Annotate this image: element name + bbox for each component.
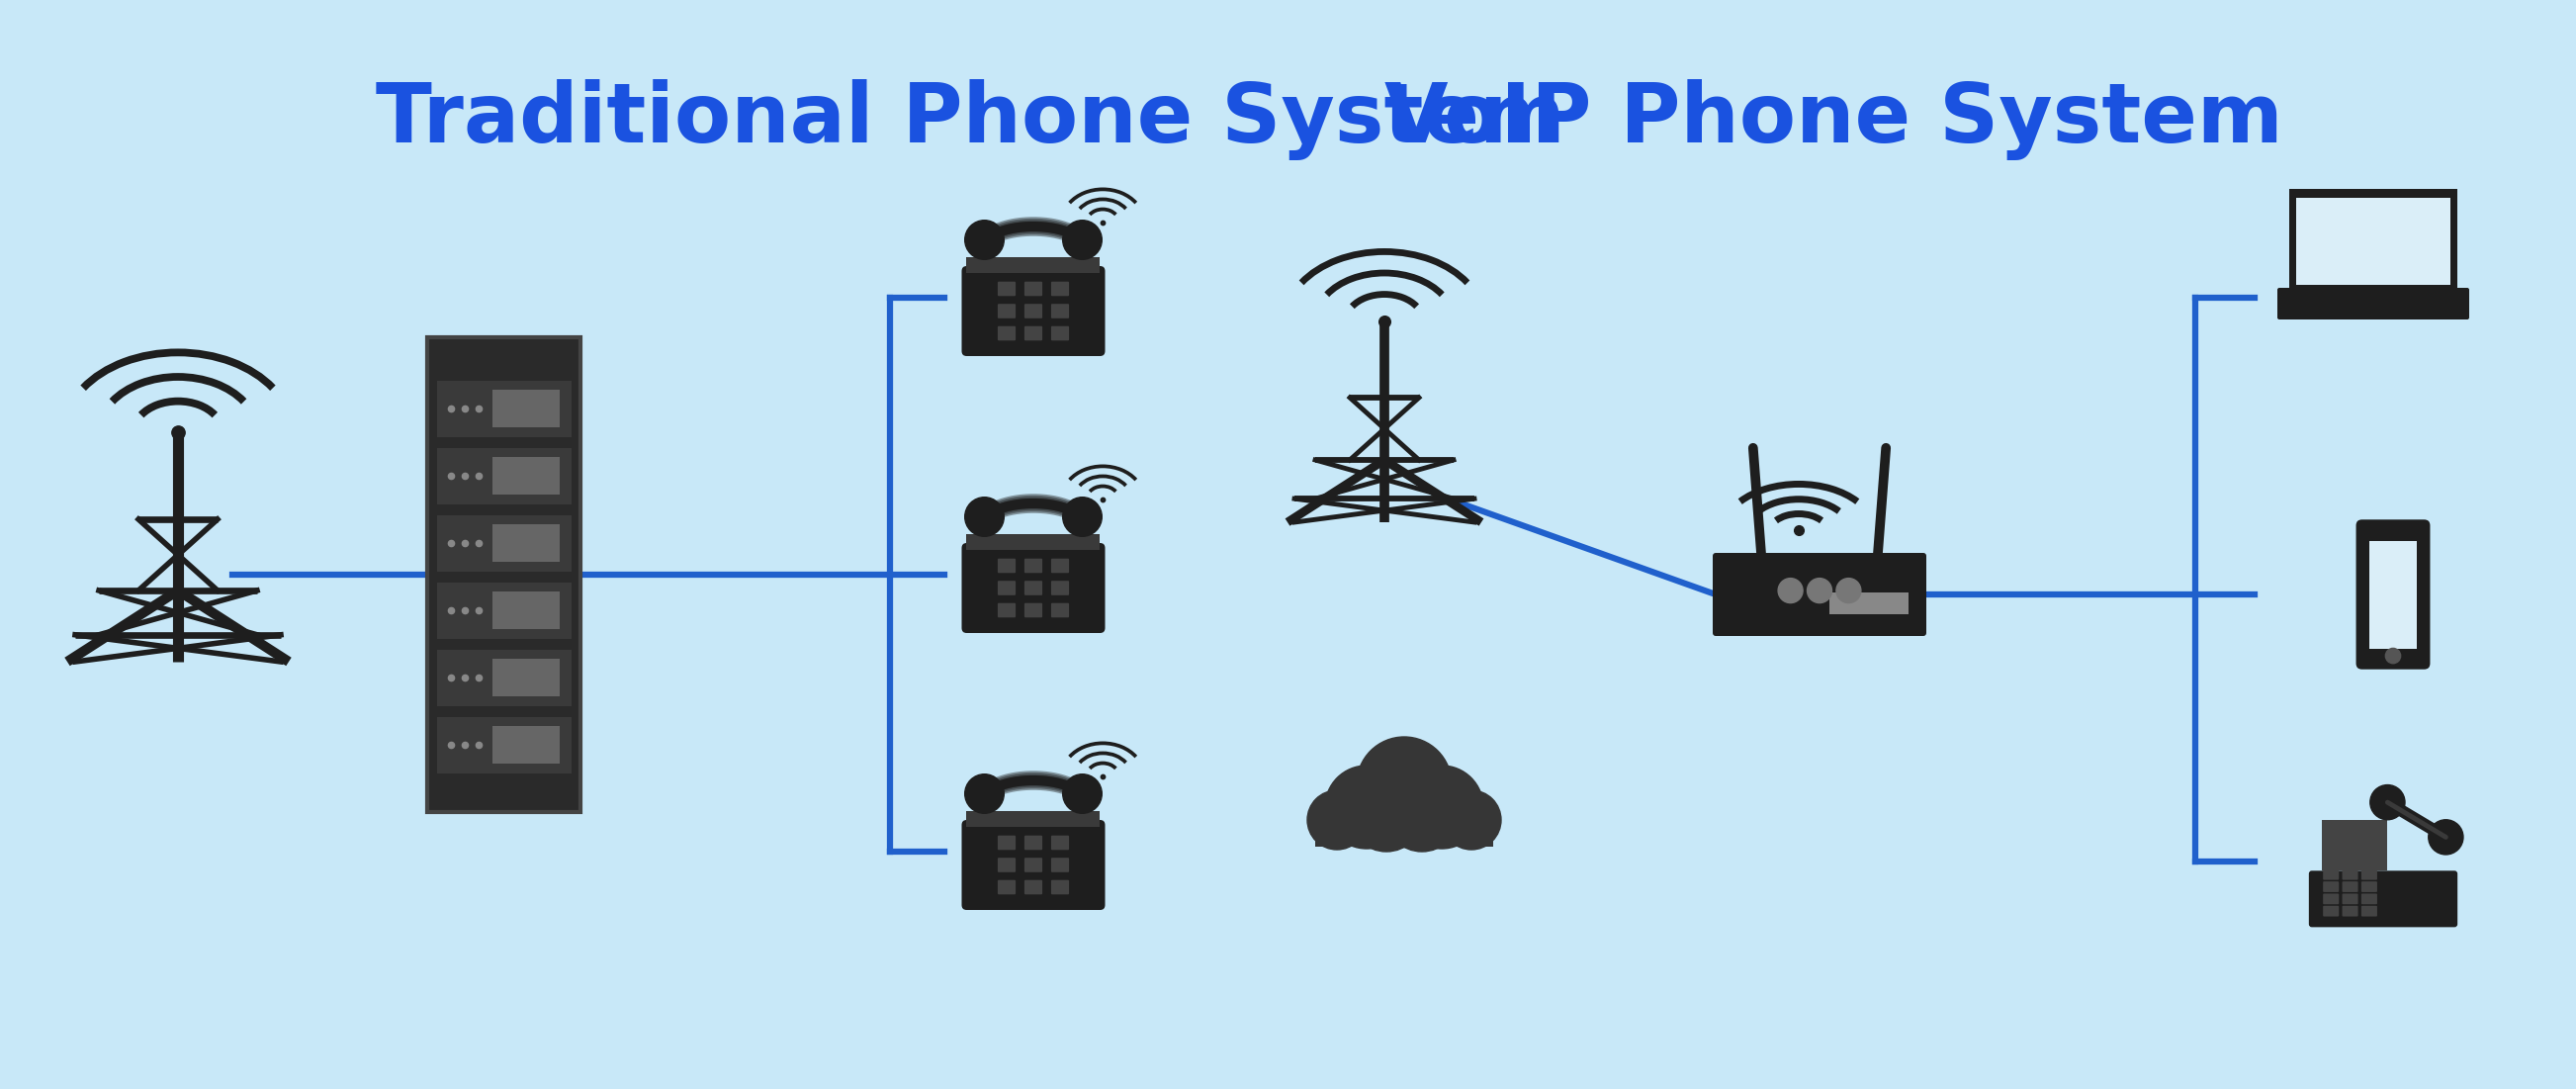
FancyBboxPatch shape xyxy=(1025,858,1043,872)
Text: Traditional Phone System: Traditional Phone System xyxy=(376,79,1566,160)
FancyBboxPatch shape xyxy=(1051,282,1069,296)
FancyBboxPatch shape xyxy=(492,726,559,764)
FancyBboxPatch shape xyxy=(1051,603,1069,617)
FancyBboxPatch shape xyxy=(438,381,572,437)
Circle shape xyxy=(1358,737,1453,832)
Circle shape xyxy=(966,220,1005,259)
FancyBboxPatch shape xyxy=(1051,326,1069,341)
FancyBboxPatch shape xyxy=(438,650,572,706)
FancyBboxPatch shape xyxy=(2342,894,2357,904)
FancyBboxPatch shape xyxy=(1025,580,1043,596)
Circle shape xyxy=(1350,776,1425,852)
Circle shape xyxy=(1324,766,1409,848)
FancyBboxPatch shape xyxy=(492,659,559,697)
Circle shape xyxy=(966,498,1005,537)
FancyBboxPatch shape xyxy=(997,304,1015,318)
FancyBboxPatch shape xyxy=(492,390,559,428)
FancyBboxPatch shape xyxy=(1051,835,1069,849)
FancyBboxPatch shape xyxy=(438,717,572,773)
FancyBboxPatch shape xyxy=(1025,880,1043,894)
FancyBboxPatch shape xyxy=(2342,881,2357,892)
FancyBboxPatch shape xyxy=(438,448,572,504)
FancyBboxPatch shape xyxy=(1025,282,1043,296)
FancyBboxPatch shape xyxy=(2324,906,2339,917)
FancyBboxPatch shape xyxy=(2308,871,2458,927)
FancyBboxPatch shape xyxy=(1051,858,1069,872)
Text: VoIP Phone System: VoIP Phone System xyxy=(1383,79,2282,160)
FancyBboxPatch shape xyxy=(2362,906,2378,917)
FancyBboxPatch shape xyxy=(2342,906,2357,917)
FancyBboxPatch shape xyxy=(492,591,559,629)
Circle shape xyxy=(1064,498,1103,537)
FancyBboxPatch shape xyxy=(2357,519,2429,670)
FancyBboxPatch shape xyxy=(1025,326,1043,341)
FancyBboxPatch shape xyxy=(1025,304,1043,318)
FancyBboxPatch shape xyxy=(1025,559,1043,573)
FancyBboxPatch shape xyxy=(961,820,1105,910)
FancyBboxPatch shape xyxy=(2370,541,2416,649)
FancyBboxPatch shape xyxy=(2324,894,2339,904)
FancyBboxPatch shape xyxy=(1829,592,1909,614)
FancyBboxPatch shape xyxy=(966,810,1100,827)
FancyBboxPatch shape xyxy=(966,534,1100,550)
FancyBboxPatch shape xyxy=(2295,198,2450,285)
FancyBboxPatch shape xyxy=(2290,287,2458,297)
FancyBboxPatch shape xyxy=(2290,188,2458,293)
FancyBboxPatch shape xyxy=(1051,580,1069,596)
Circle shape xyxy=(1383,776,1461,852)
FancyBboxPatch shape xyxy=(438,515,572,572)
FancyBboxPatch shape xyxy=(1713,553,1927,636)
Circle shape xyxy=(2429,820,2463,855)
FancyBboxPatch shape xyxy=(492,457,559,495)
FancyBboxPatch shape xyxy=(2277,287,2470,319)
Circle shape xyxy=(966,774,1005,813)
Circle shape xyxy=(1401,766,1484,848)
Circle shape xyxy=(1064,220,1103,259)
FancyBboxPatch shape xyxy=(1025,835,1043,849)
FancyBboxPatch shape xyxy=(997,880,1015,894)
Circle shape xyxy=(1064,774,1103,813)
Circle shape xyxy=(1808,578,1832,603)
FancyBboxPatch shape xyxy=(2362,869,2378,880)
FancyBboxPatch shape xyxy=(961,543,1105,633)
FancyBboxPatch shape xyxy=(997,326,1015,341)
FancyBboxPatch shape xyxy=(2324,881,2339,892)
FancyBboxPatch shape xyxy=(997,603,1015,617)
FancyBboxPatch shape xyxy=(997,282,1015,296)
FancyBboxPatch shape xyxy=(1316,805,1494,846)
FancyBboxPatch shape xyxy=(2324,869,2339,880)
FancyBboxPatch shape xyxy=(1051,880,1069,894)
FancyBboxPatch shape xyxy=(966,257,1100,272)
FancyBboxPatch shape xyxy=(997,580,1015,596)
FancyBboxPatch shape xyxy=(2321,820,2388,870)
FancyBboxPatch shape xyxy=(997,858,1015,872)
FancyBboxPatch shape xyxy=(428,338,582,812)
Circle shape xyxy=(2385,648,2401,663)
Circle shape xyxy=(1777,578,1803,603)
FancyBboxPatch shape xyxy=(2342,869,2357,880)
FancyBboxPatch shape xyxy=(961,266,1105,356)
Circle shape xyxy=(2370,785,2406,820)
FancyBboxPatch shape xyxy=(997,835,1015,849)
FancyBboxPatch shape xyxy=(2362,881,2378,892)
Circle shape xyxy=(1837,578,1860,603)
FancyBboxPatch shape xyxy=(1051,559,1069,573)
Circle shape xyxy=(1443,791,1502,849)
FancyBboxPatch shape xyxy=(438,583,572,639)
FancyBboxPatch shape xyxy=(1051,304,1069,318)
FancyBboxPatch shape xyxy=(2362,894,2378,904)
FancyBboxPatch shape xyxy=(492,525,559,562)
Circle shape xyxy=(1306,791,1368,849)
FancyBboxPatch shape xyxy=(997,559,1015,573)
FancyBboxPatch shape xyxy=(1025,603,1043,617)
